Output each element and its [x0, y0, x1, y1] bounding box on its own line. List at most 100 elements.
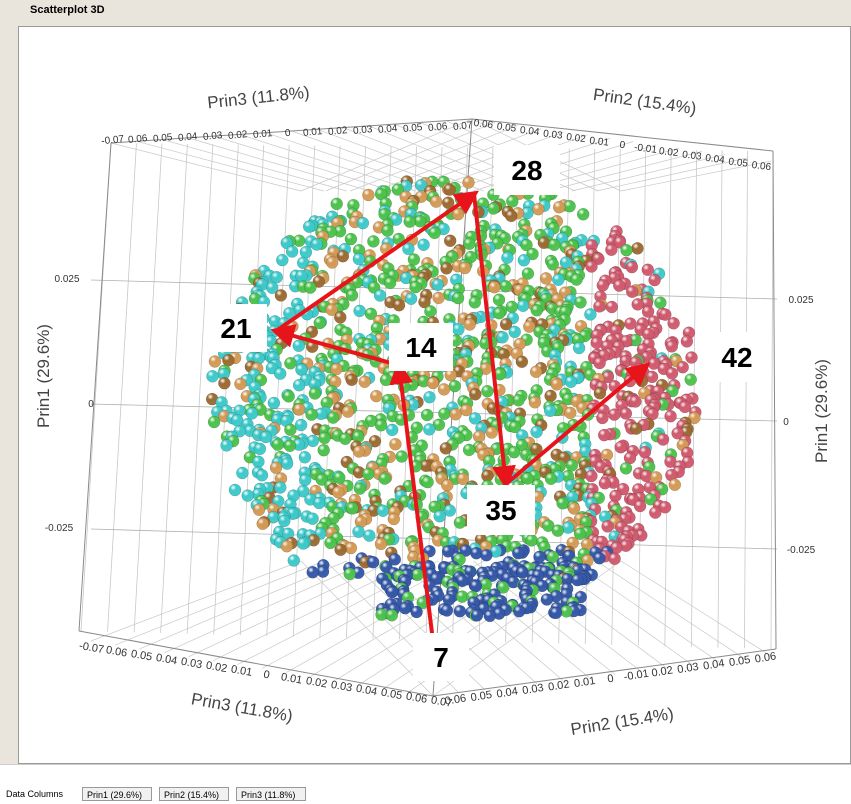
- data-point: [298, 451, 312, 464]
- tick-label-prin3-top: 0.01: [252, 128, 273, 141]
- data-point: [547, 238, 561, 252]
- data-point: [429, 195, 443, 208]
- tick-label-prin3-top: 0.03: [352, 124, 373, 137]
- tick-label-prin3-bottom: 0.02: [305, 675, 328, 691]
- data-point: [564, 375, 578, 389]
- data-point: [565, 459, 579, 472]
- tick-label-prin3-bottom: 0: [262, 669, 270, 682]
- column-prin1-button[interactable]: Prin1 (29.6%): [82, 787, 152, 801]
- column-prin2-button[interactable]: Prin2 (15.4%): [159, 787, 229, 801]
- data-point: [312, 496, 326, 510]
- plot-area[interactable]: -0.07 0.06 0.05 0.04 0.03 0.02 0.01 0 0.01 0.02 0.…: [18, 26, 851, 764]
- tick-label-prin2-top: 0.02: [566, 132, 587, 145]
- data-point: [537, 236, 551, 249]
- data-point: [352, 252, 366, 266]
- tick-label-prin2-bottom: 0.01: [573, 675, 596, 690]
- grid-line: [266, 145, 290, 636]
- grid-line: [110, 142, 302, 192]
- data-point: [629, 395, 642, 408]
- tick-label-prin3-bottom: 0.02: [205, 660, 228, 676]
- data-point: [668, 478, 682, 491]
- data-point: [312, 275, 326, 288]
- data-point: [313, 316, 327, 330]
- data-point: [283, 439, 297, 453]
- data-point: [549, 606, 563, 620]
- data-point: [530, 304, 544, 317]
- data-point: [665, 367, 679, 380]
- data-point: [407, 253, 421, 266]
- grid-line: [162, 139, 347, 192]
- data-point: [598, 477, 612, 490]
- data-point: [641, 305, 655, 318]
- data-point: [458, 261, 472, 275]
- data-point: [253, 442, 267, 456]
- data-point: [463, 318, 476, 331]
- data-point: [292, 378, 306, 392]
- tick-label-prin2-bottom: 0.02: [547, 678, 570, 693]
- data-point: [608, 408, 621, 421]
- data-point: [528, 396, 542, 409]
- data-point: [218, 376, 231, 390]
- grid-line: [399, 560, 538, 684]
- column-prin3-button[interactable]: Prin3 (11.8%): [236, 787, 306, 801]
- data-point: [344, 232, 358, 246]
- grid-line: [620, 160, 772, 192]
- grid-line: [213, 144, 239, 635]
- tick-label-prin3-bottom: 0.07: [430, 694, 453, 710]
- tick-label-prin3-bottom: 0.04: [355, 683, 378, 699]
- tick-label-prin3-top: 0.03: [202, 130, 223, 143]
- data-point: [308, 387, 322, 400]
- data-point: [567, 502, 581, 515]
- data-point: [317, 443, 330, 457]
- annotation-box: [389, 323, 453, 371]
- data-point: [625, 285, 639, 298]
- data-point: [585, 260, 598, 273]
- tick-label-prin1-left: 0.025: [54, 274, 79, 285]
- tick-label-prin1-right: -0.025: [787, 545, 816, 556]
- data-point: [392, 298, 406, 312]
- tick-label-prin1-right: 0: [783, 417, 789, 428]
- data-point: [325, 303, 338, 316]
- data-point: [540, 593, 554, 606]
- data-point: [619, 462, 633, 475]
- data-point: [593, 300, 606, 313]
- data-point: [292, 403, 306, 416]
- data-point: [417, 238, 430, 252]
- data-point: [418, 295, 431, 309]
- data-point: [267, 396, 281, 410]
- data-point: [592, 252, 605, 266]
- path-arrow: [504, 362, 651, 486]
- data-point: [468, 412, 482, 425]
- data-point: [363, 529, 376, 542]
- data-point: [299, 245, 313, 259]
- data-point: [236, 466, 249, 480]
- data-point: [517, 254, 531, 267]
- data-point: [385, 423, 399, 437]
- grid-line: [547, 150, 703, 192]
- box-edge: [110, 118, 473, 144]
- data-point: [664, 409, 677, 423]
- data-point: [385, 609, 399, 622]
- data-point: [274, 289, 288, 302]
- annotation-label: 7: [433, 642, 449, 673]
- data-point: [284, 423, 297, 437]
- tick-label-prin3-top: 0.05: [402, 122, 423, 135]
- data-point: [302, 220, 316, 233]
- path-arrow: [389, 360, 435, 642]
- tick-label-prin3-top: -0.07: [101, 134, 125, 147]
- tick-label-prin3-bottom: 0.03: [180, 656, 203, 672]
- data-point: [344, 541, 358, 555]
- scatter-3d-chart[interactable]: -0.07 0.06 0.05 0.04 0.03 0.02 0.01 0 0.01 0.02 0.…: [19, 27, 850, 763]
- data-point: [629, 422, 643, 435]
- data-point: [530, 425, 543, 439]
- annotation-label: 28: [511, 155, 542, 186]
- path-arrows: [270, 190, 651, 642]
- grid-line: [90, 403, 778, 422]
- data-point: [318, 431, 331, 445]
- data-point: [374, 537, 388, 551]
- data-point: [441, 545, 455, 558]
- data-point: [448, 379, 462, 393]
- data-point: [269, 461, 283, 474]
- data-point: [552, 200, 566, 214]
